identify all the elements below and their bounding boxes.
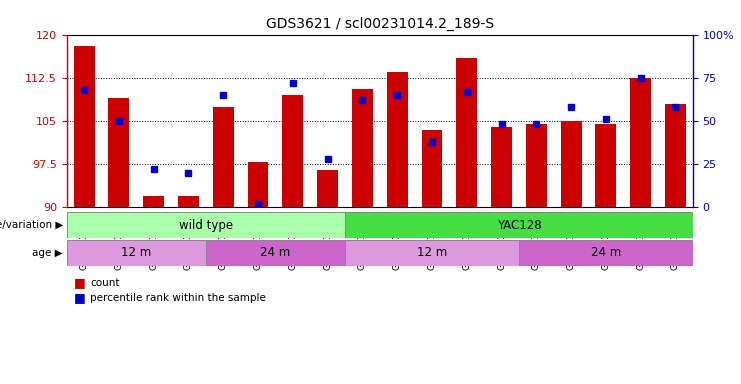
Bar — [387, 72, 408, 207]
Bar — [67, 240, 206, 266]
Bar — [519, 240, 693, 266]
Bar — [352, 89, 373, 207]
Text: 12 m: 12 m — [121, 246, 151, 259]
Bar — [213, 107, 233, 207]
Bar — [456, 58, 477, 207]
Bar — [561, 121, 582, 207]
Text: genotype/variation ▶: genotype/variation ▶ — [0, 220, 63, 230]
Text: ■: ■ — [74, 291, 86, 304]
Text: 24 m: 24 m — [591, 246, 621, 259]
Text: age ▶: age ▶ — [33, 248, 63, 258]
Text: YAC128: YAC128 — [496, 219, 541, 232]
Bar — [491, 127, 512, 207]
Bar — [422, 130, 442, 207]
Title: GDS3621 / scl00231014.2_189-S: GDS3621 / scl00231014.2_189-S — [266, 17, 494, 31]
Bar — [67, 212, 345, 238]
Bar — [345, 212, 693, 238]
Bar — [206, 240, 345, 266]
Text: ■: ■ — [74, 276, 86, 290]
Bar — [345, 240, 519, 266]
Text: count: count — [90, 278, 120, 288]
Bar — [317, 170, 338, 207]
Bar — [143, 196, 164, 207]
Text: wild type: wild type — [179, 219, 233, 232]
Bar — [665, 104, 686, 207]
Text: 12 m: 12 m — [417, 246, 447, 259]
Bar — [73, 46, 95, 207]
Bar — [282, 95, 303, 207]
Bar — [596, 124, 617, 207]
Bar — [630, 78, 651, 207]
Text: percentile rank within the sample: percentile rank within the sample — [90, 293, 266, 303]
Bar — [178, 196, 199, 207]
Bar — [247, 162, 268, 207]
Text: 24 m: 24 m — [260, 246, 290, 259]
Bar — [526, 124, 547, 207]
Bar — [108, 98, 129, 207]
